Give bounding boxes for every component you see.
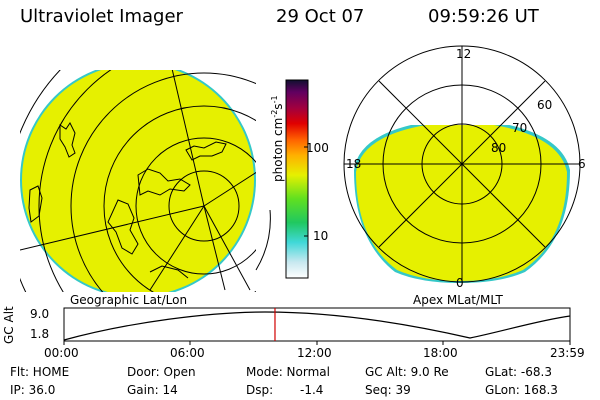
lon-lines: [20, 70, 256, 291]
left-image-fill: [22, 70, 254, 292]
apex-polar-map: [343, 45, 581, 283]
mlt-lines: [344, 46, 580, 282]
mlt-label-18: 18: [346, 157, 362, 171]
altitude-ylabel: GC Alt: [2, 306, 16, 344]
mlt-label-0: 0: [456, 276, 464, 290]
lat-circles-outside: [255, 209, 271, 271]
mlat-label-80: 80: [491, 141, 507, 155]
coastlines: [28, 122, 227, 279]
xtick-2359: 23:59: [550, 346, 585, 360]
altitude-ytick-top: 9.0: [30, 307, 50, 321]
colorbar: [285, 79, 309, 279]
xtick-1800: 18:00: [423, 346, 458, 360]
instrument-title: Ultraviolet Imager: [20, 6, 183, 27]
mlat-label-70: 70: [512, 121, 528, 135]
lat-circles: [20, 70, 256, 292]
colorbar-tick-10: 10: [313, 229, 329, 243]
info-gcalt: GC Alt: 9.0 Re: [365, 365, 449, 379]
info-door: Door: Open: [127, 365, 196, 379]
info-mode: Mode: Normal: [246, 365, 330, 379]
mlt-label-12: 12: [456, 47, 472, 61]
xtick-1200: 12:00: [297, 346, 332, 360]
info-dsp: Dsp:: [246, 383, 274, 397]
info-glon: GLon: 168.3: [485, 383, 558, 397]
xtick-0000: 00:00: [44, 346, 79, 360]
mlat-label-60: 60: [537, 98, 553, 112]
mlt-label-6: 6: [578, 157, 586, 171]
info-seq: Seq: 39: [365, 383, 411, 397]
info-gain: Gain: 14: [127, 383, 178, 397]
info-dsp-value: -1.4: [300, 383, 324, 397]
time-label: 09:59:26 UT: [428, 6, 539, 27]
geographic-map-label: Geographic Lat/Lon: [70, 293, 188, 307]
xtick-0600: 06:00: [170, 346, 205, 360]
info-flt: Flt: HOME: [10, 365, 70, 379]
altitude-ytick-bottom: 1.8: [30, 327, 50, 341]
date-label: 29 Oct 07: [276, 6, 365, 27]
colorbar-unit-text: photon cm-2s-1: [270, 95, 285, 182]
info-ip: IP: 36.0: [10, 383, 56, 397]
altitude-curve: [63, 311, 571, 341]
colorbar-tick-100: 100: [306, 141, 329, 155]
altitude-plot: [63, 307, 571, 345]
geographic-map: [20, 70, 271, 292]
apex-map-label: Apex MLat/MLT: [413, 293, 503, 307]
info-glat: GLat: -68.3: [485, 365, 552, 379]
altitude-plot-frame: [63, 307, 571, 342]
